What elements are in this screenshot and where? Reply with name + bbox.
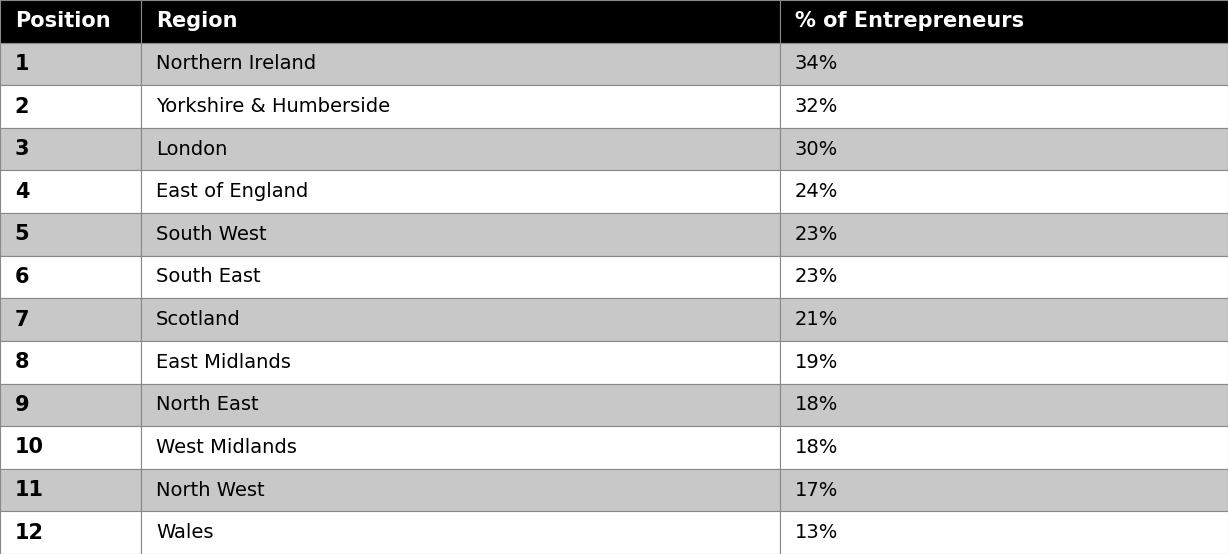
Text: North West: North West	[156, 480, 264, 500]
Bar	[0, 426, 141, 469]
Bar	[780, 213, 1228, 256]
Text: West Midlands: West Midlands	[156, 438, 297, 457]
Bar	[141, 128, 780, 171]
Text: 32%: 32%	[795, 97, 837, 116]
Text: 17%: 17%	[795, 480, 837, 500]
Text: 21%: 21%	[795, 310, 837, 329]
Bar	[141, 0, 780, 43]
Text: North East: North East	[156, 396, 259, 414]
Text: % of Entrepreneurs: % of Entrepreneurs	[795, 11, 1024, 32]
Bar	[0, 128, 141, 171]
Text: 13%: 13%	[795, 523, 837, 542]
Text: 19%: 19%	[795, 353, 837, 372]
Bar	[780, 341, 1228, 383]
Text: 18%: 18%	[795, 396, 837, 414]
Text: 8: 8	[15, 352, 29, 372]
Text: Yorkshire & Humberside: Yorkshire & Humberside	[156, 97, 391, 116]
Bar	[780, 426, 1228, 469]
Text: Scotland: Scotland	[156, 310, 241, 329]
Bar	[780, 383, 1228, 426]
Text: 30%: 30%	[795, 140, 837, 158]
Text: 23%: 23%	[795, 268, 837, 286]
Text: 1: 1	[15, 54, 29, 74]
Bar	[141, 213, 780, 256]
Bar	[141, 85, 780, 128]
Bar	[0, 213, 141, 256]
Bar	[780, 43, 1228, 85]
Text: 7: 7	[15, 310, 29, 330]
Bar	[780, 85, 1228, 128]
Text: Wales: Wales	[156, 523, 214, 542]
Text: East of England: East of England	[156, 182, 308, 201]
Text: East Midlands: East Midlands	[156, 353, 291, 372]
Text: 10: 10	[15, 438, 44, 458]
Text: 2: 2	[15, 96, 29, 116]
Bar	[141, 298, 780, 341]
Text: Northern Ireland: Northern Ireland	[156, 54, 316, 74]
Text: South West: South West	[156, 225, 266, 244]
Bar	[0, 171, 141, 213]
Text: Position: Position	[15, 11, 111, 32]
Bar	[780, 171, 1228, 213]
Text: 5: 5	[15, 224, 29, 244]
Text: 34%: 34%	[795, 54, 837, 74]
Bar	[0, 256, 141, 298]
Bar	[141, 43, 780, 85]
Bar	[0, 85, 141, 128]
Text: London: London	[156, 140, 227, 158]
Bar	[141, 341, 780, 383]
Bar	[141, 383, 780, 426]
Text: 24%: 24%	[795, 182, 837, 201]
Text: 12: 12	[15, 522, 44, 543]
Bar	[141, 469, 780, 511]
Bar	[141, 511, 780, 554]
Bar	[780, 0, 1228, 43]
Bar	[141, 426, 780, 469]
Bar	[780, 511, 1228, 554]
Bar	[0, 341, 141, 383]
Bar	[0, 298, 141, 341]
Bar	[780, 256, 1228, 298]
Text: 3: 3	[15, 139, 29, 159]
Bar	[780, 469, 1228, 511]
Text: 11: 11	[15, 480, 44, 500]
Text: South East: South East	[156, 268, 260, 286]
Bar	[780, 298, 1228, 341]
Text: 6: 6	[15, 267, 29, 287]
Bar	[0, 383, 141, 426]
Text: 9: 9	[15, 395, 29, 415]
Bar	[0, 469, 141, 511]
Text: 18%: 18%	[795, 438, 837, 457]
Bar	[780, 128, 1228, 171]
Bar	[0, 43, 141, 85]
Text: 23%: 23%	[795, 225, 837, 244]
Bar	[141, 256, 780, 298]
Bar	[141, 171, 780, 213]
Text: Region: Region	[156, 11, 237, 32]
Bar	[0, 0, 141, 43]
Bar	[0, 511, 141, 554]
Text: 4: 4	[15, 182, 29, 202]
